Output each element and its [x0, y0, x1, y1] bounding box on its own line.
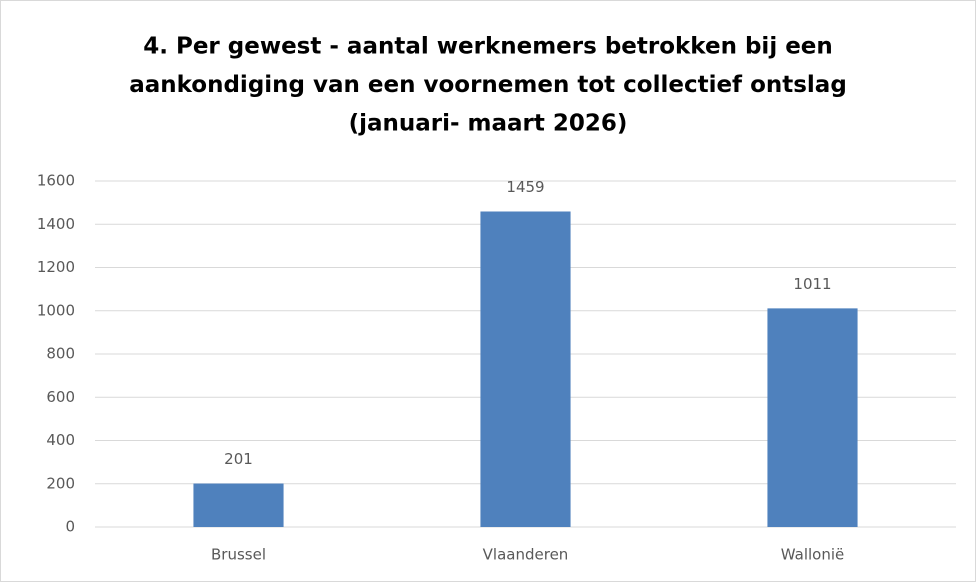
y-tick-label: 800: [46, 345, 75, 363]
y-tick-label: 400: [46, 431, 75, 449]
y-tick-label: 0: [65, 518, 75, 536]
y-tick-label: 600: [46, 388, 75, 406]
y-tick-label: 1600: [37, 172, 75, 190]
x-tick-label: Brussel: [211, 546, 266, 564]
y-tick-label: 200: [46, 474, 75, 492]
bar: [193, 483, 284, 527]
data-label: 1011: [793, 275, 831, 293]
x-tick-label: Vlaanderen: [483, 546, 569, 564]
bar: [767, 308, 858, 527]
bar: [480, 211, 571, 527]
data-label: 1459: [506, 178, 544, 196]
y-tick-label: 1400: [37, 215, 75, 233]
data-label: 201: [224, 450, 253, 468]
x-tick-label: Wallonië: [781, 546, 844, 564]
chart-title: 4. Per gewest - aantal werknemers betrok…: [143, 34, 833, 60]
chart-title: aankondiging van een voornemen tot colle…: [129, 72, 847, 98]
chart-title: (januari- maart 2026): [349, 111, 628, 137]
y-tick-label: 1000: [37, 301, 75, 319]
y-tick-label: 1200: [37, 258, 75, 276]
